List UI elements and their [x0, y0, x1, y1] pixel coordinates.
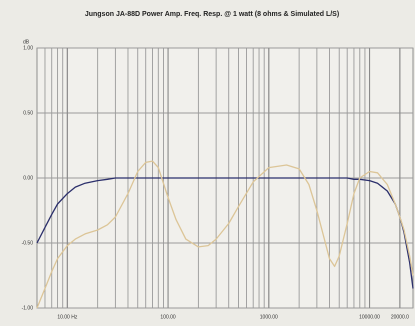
series-line: [36, 177, 414, 289]
y-axis-label: dB: [23, 39, 30, 45]
y-tick-label: -1.00: [22, 305, 34, 311]
x-tick-label: 10000.00: [359, 314, 380, 320]
x-tick-label: 10.00 Hz: [57, 314, 78, 320]
y-tick-label: 1.00: [23, 45, 33, 51]
series-line: [36, 160, 414, 309]
chart-title: Jungson JA-88D Power Amp. Freq. Resp. @ …: [85, 11, 339, 18]
y-tick-label: -0.50: [22, 240, 34, 246]
y-tick-label: 0.00: [23, 175, 33, 181]
y-tick-label: 0.50: [23, 110, 33, 116]
x-tick-label: 20000.0: [391, 314, 409, 320]
x-tick-label: 100.00: [160, 314, 176, 320]
x-tick-label: 1000.00: [260, 314, 278, 320]
